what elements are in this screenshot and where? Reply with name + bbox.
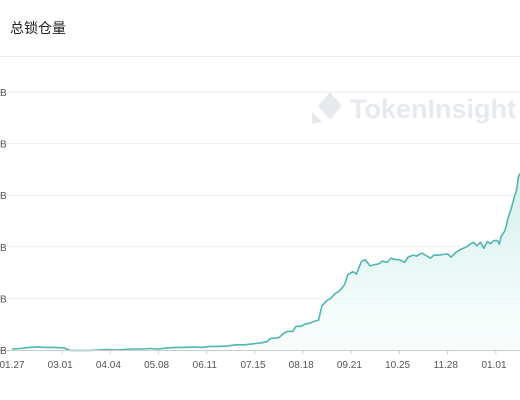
- x-tick-label: 10.25: [385, 360, 410, 371]
- y-tick-label: B: [0, 140, 7, 151]
- header-divider: [0, 56, 520, 57]
- watermark-logo: TokenInsight: [312, 92, 516, 124]
- chart-title: 总锁仓量: [10, 20, 66, 36]
- x-tick-label: 01.27: [0, 360, 25, 371]
- series-area: [11, 173, 520, 352]
- x-tick-label: 03.01: [48, 360, 73, 371]
- x-tick-label: 05.08: [144, 360, 169, 371]
- y-tick-label: B: [0, 294, 7, 305]
- y-axis-tick-labels: B B B B B B: [0, 88, 7, 357]
- x-tick-label: 01.01: [481, 360, 506, 371]
- y-tick-label: B: [0, 88, 7, 99]
- series-line: [11, 173, 520, 352]
- y-tick-label: B: [0, 191, 7, 202]
- x-tick-label: 07.15: [240, 360, 265, 371]
- series-area-fill: [12, 173, 520, 351]
- tokeninsight-logo-icon: [312, 92, 342, 124]
- x-tick-label: 06.11: [193, 360, 218, 371]
- grid-lines: [0, 91, 520, 299]
- x-tick-label: 09.21: [337, 360, 362, 371]
- x-tick-label: 11.28: [434, 360, 459, 371]
- x-axis-tick-labels: 01.27 03.01 04.04 05.08 06.11 07.15 08.18 09.21…: [0, 350, 507, 371]
- y-tick-label: B: [0, 346, 7, 357]
- watermark-text: TokenInsight: [350, 94, 516, 124]
- x-tick-label: 08.18: [289, 360, 314, 371]
- x-tick-label: 04.04: [96, 360, 121, 371]
- y-tick-label: B: [0, 243, 7, 254]
